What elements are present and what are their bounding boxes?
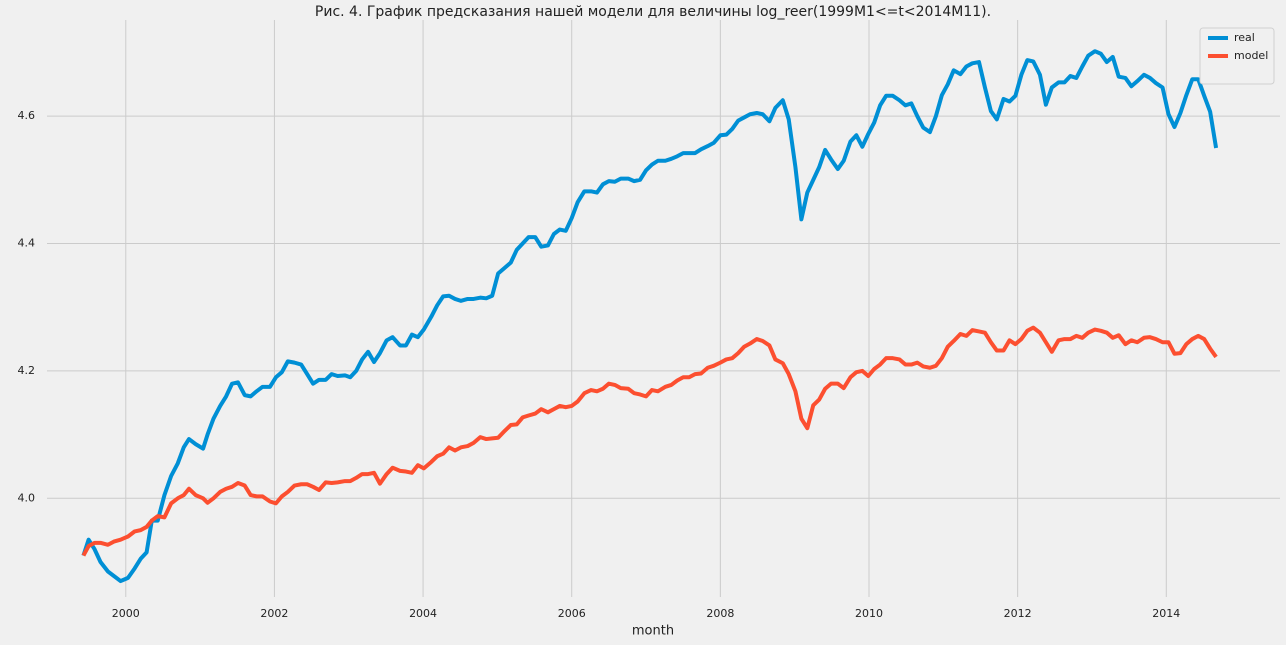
legend-label: real <box>1234 31 1255 44</box>
x-tick-label: 2002 <box>260 607 288 620</box>
data-line <box>81 49 1219 584</box>
x-tick-label: 2004 <box>409 607 437 620</box>
legend-label: model <box>1234 49 1268 62</box>
data-line <box>81 325 1218 557</box>
x-tick-label: 2006 <box>558 607 586 620</box>
x-tick-label: 2008 <box>706 607 734 620</box>
x-tick-label: 2010 <box>855 607 883 620</box>
chart-title: Рис. 4. График предсказания нашей модели… <box>315 4 991 20</box>
x-axis-label: month <box>632 624 674 639</box>
y-tick-label: 4.6 <box>18 109 36 122</box>
x-tick-label: 2014 <box>1152 607 1180 620</box>
legend: real model <box>1199 27 1275 85</box>
legend-box <box>1199 27 1275 85</box>
x-tick-label: 2000 <box>112 607 140 620</box>
y-tick-label: 4.0 <box>18 491 36 504</box>
y-tick-label: 4.2 <box>18 364 36 377</box>
y-tick-label: 4.4 <box>18 237 36 250</box>
x-tick-label: 2012 <box>1004 607 1032 620</box>
